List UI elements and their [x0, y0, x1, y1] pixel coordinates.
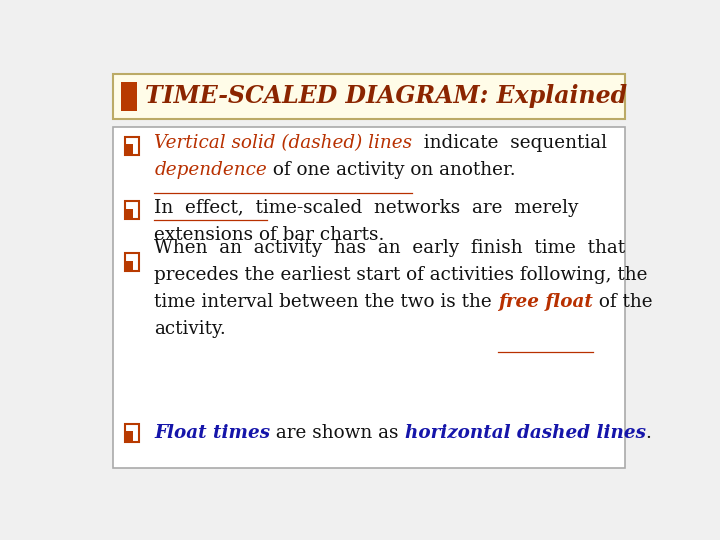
Text: TIME-SCALED DIAGRAM: Explained: TIME-SCALED DIAGRAM: Explained	[145, 84, 627, 109]
Bar	[125, 137, 139, 155]
Text: of the: of the	[593, 293, 652, 312]
Text: are shown as: are shown as	[270, 424, 405, 442]
Text: of one activity on another.: of one activity on another.	[267, 161, 516, 179]
Bar	[125, 424, 139, 442]
Bar	[125, 431, 133, 441]
Bar	[125, 208, 133, 219]
Bar	[125, 261, 133, 271]
Text: In  effect,  time-scaled  networks  are  merely: In effect, time-scaled networks are mere…	[154, 199, 579, 217]
Text: extensions of bar charts.: extensions of bar charts.	[154, 226, 384, 244]
Bar	[121, 82, 137, 111]
Text: Float times: Float times	[154, 424, 270, 442]
Text: free float: free float	[498, 293, 593, 312]
Bar	[125, 253, 139, 272]
Bar	[125, 201, 139, 219]
Text: activity.: activity.	[154, 320, 226, 339]
FancyBboxPatch shape	[114, 74, 624, 119]
Bar	[125, 144, 133, 154]
Text: When  an  activity  has  an  early  finish  time  that: When an activity has an early finish tim…	[154, 239, 625, 257]
Text: time interval between the two is the: time interval between the two is the	[154, 293, 498, 312]
Text: horizontal dashed lines: horizontal dashed lines	[405, 424, 646, 442]
Text: .: .	[646, 424, 652, 442]
Text: indicate  sequential: indicate sequential	[412, 134, 607, 152]
FancyBboxPatch shape	[114, 127, 624, 468]
Text: dependence: dependence	[154, 161, 267, 179]
Text: precedes the earliest start of activities following, the: precedes the earliest start of activitie…	[154, 266, 648, 284]
Text: Vertical solid (dashed) lines: Vertical solid (dashed) lines	[154, 134, 412, 152]
